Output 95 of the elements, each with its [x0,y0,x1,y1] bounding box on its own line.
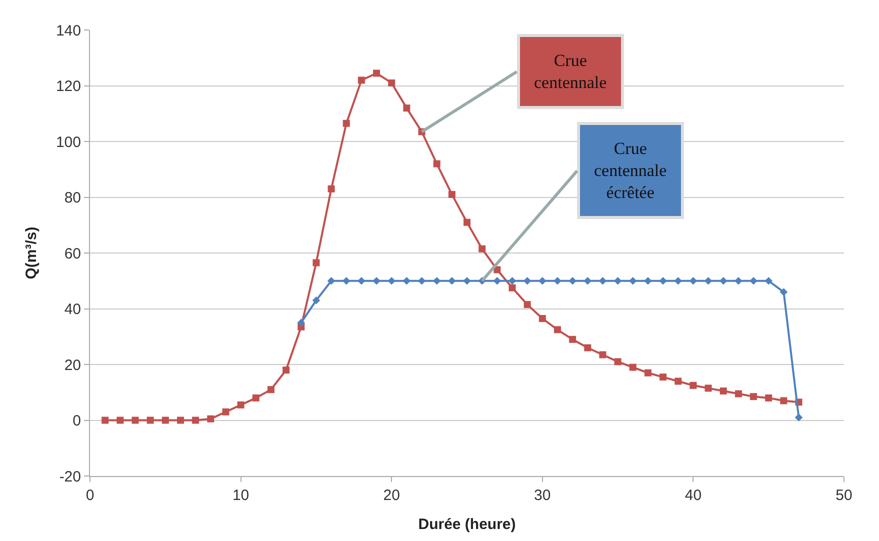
point [719,276,728,285]
x-tick-label: 30 [534,487,551,504]
x-tick-label: 50 [836,487,852,504]
point [704,276,712,285]
point [342,276,350,285]
point [327,276,336,285]
point [162,416,169,424]
point [764,276,772,285]
point [282,366,290,374]
point [222,408,230,416]
point [629,364,636,371]
point [432,276,441,285]
point [116,416,124,424]
point [297,318,306,327]
point [554,276,562,285]
point [689,276,698,285]
y-tick-label: 60 [64,245,81,262]
point [538,315,546,322]
point [267,386,274,394]
point [720,387,727,394]
annotation: Crue centennale écrêtée [594,139,667,202]
y-tick-label: 80 [64,190,81,206]
point [750,276,758,285]
point [102,416,109,424]
point [207,415,214,422]
point [674,378,682,385]
point [614,358,622,366]
point [493,276,502,285]
point [660,374,667,381]
point [554,326,561,334]
x-tick-label: 10 [232,487,250,504]
point [358,76,365,84]
point [373,70,380,77]
point [358,276,366,285]
point [463,276,471,285]
point [704,384,712,392]
y-tick-label: 0 [72,412,81,430]
point [568,276,576,285]
point [780,288,788,296]
point [464,218,470,226]
point [448,190,456,198]
point [328,185,335,192]
point [628,276,637,285]
y-tick-label: 100 [56,134,81,151]
point [523,276,532,285]
point [252,394,260,402]
point [794,414,803,422]
y-tick-label: 120 [56,78,81,95]
point [584,276,592,285]
point [765,394,772,402]
point [448,276,456,285]
x-axis-title: Durée (heure) [418,516,516,533]
point [584,344,592,352]
y-axis-title: Q(m³/s) [23,226,40,280]
point [418,276,426,285]
point [176,416,184,424]
point [644,276,652,285]
point [433,160,440,168]
point [146,416,154,424]
point [524,301,531,308]
point [780,397,788,404]
point [644,369,652,376]
point [598,276,607,285]
point [734,276,742,285]
point [690,382,697,389]
point [192,416,200,424]
point [237,401,244,408]
point [674,276,682,285]
point [508,276,516,285]
point [750,393,758,400]
point [508,284,516,292]
point [372,276,380,285]
y-tick-label: 40 [64,301,81,318]
annotation: Crue centennale [534,51,607,92]
point [403,104,410,112]
point [614,276,622,285]
point [659,276,667,285]
x-tick-label: 20 [383,487,400,504]
y-tick-label: -20 [59,468,81,486]
point [538,276,546,285]
x-tick-label: 0 [86,487,94,504]
point [388,79,396,86]
point [312,259,320,266]
x-tick-label: 40 [684,487,702,504]
y-tick-label: 20 [64,356,81,374]
point [132,416,139,424]
point [342,120,350,127]
point [388,276,396,285]
point [734,390,742,398]
y-tick-label: 140 [56,22,81,40]
point [402,276,411,285]
point [478,245,486,252]
point [599,351,606,358]
point [569,336,576,343]
point [312,296,320,304]
